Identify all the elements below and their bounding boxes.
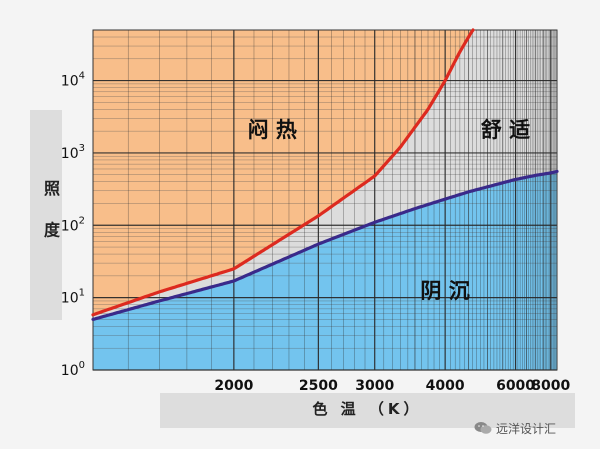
x-tick-label-3000: 3000 (355, 378, 394, 394)
upper-boundary-line (91, 28, 475, 317)
x-tick-label-8000: 8000 (531, 378, 570, 394)
x-tick-label-6000: 6000 (496, 378, 535, 394)
region-label-3: 阴 沉 (420, 279, 469, 303)
y-tick-label-0: 100 (61, 360, 85, 379)
y-tick-label-1: 101 (61, 288, 85, 307)
y-axis-label: 照 度 (41, 180, 60, 248)
hot-region (93, 30, 557, 315)
y-tick-label-2: 102 (61, 215, 85, 234)
watermark-text: 远洋设计汇 (496, 421, 557, 436)
wechat-icon (474, 422, 492, 434)
y-axis-label-band (30, 110, 62, 320)
y-tick-label-4: 104 (61, 71, 85, 90)
x-tick-label-4000: 4000 (426, 378, 465, 394)
dim-region (93, 171, 557, 370)
watermark: 远洋设计汇 (474, 417, 594, 439)
x-tick-label-2500: 2500 (299, 378, 338, 394)
x-tick-label-2000: 2000 (214, 378, 253, 394)
y-tick-label-3: 103 (61, 143, 85, 162)
x-axis-label: 色 温 （K） (312, 400, 423, 418)
plot-border (92, 29, 558, 371)
x-axis-label-band (160, 393, 575, 428)
lower-boundary-line (91, 169, 559, 321)
region-label-1: 闷 热 (248, 118, 297, 142)
region-label-2: 舒 适 (481, 118, 530, 142)
